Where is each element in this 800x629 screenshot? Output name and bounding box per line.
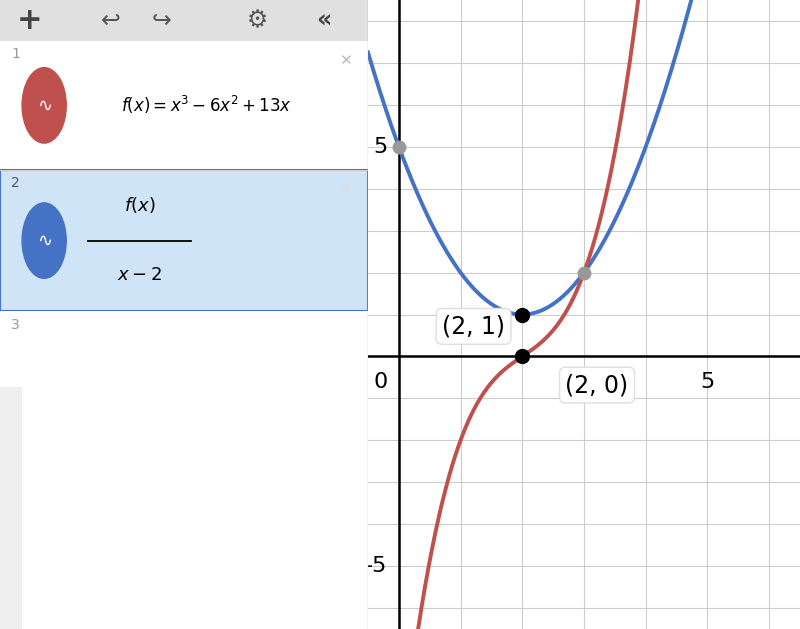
- Text: 0: 0: [374, 372, 388, 392]
- Text: 1: 1: [11, 47, 20, 61]
- FancyBboxPatch shape: [0, 311, 368, 387]
- Text: ✕: ✕: [339, 53, 352, 69]
- Text: ↪: ↪: [152, 8, 172, 33]
- FancyBboxPatch shape: [0, 41, 368, 170]
- Text: ∿: ∿: [37, 231, 52, 250]
- Text: ⚙: ⚙: [247, 8, 268, 33]
- Text: $x - 2$: $x - 2$: [118, 265, 162, 284]
- Circle shape: [22, 203, 66, 278]
- Text: (2, 0): (2, 0): [566, 373, 629, 397]
- FancyBboxPatch shape: [0, 170, 368, 311]
- Text: +: +: [17, 6, 42, 35]
- Circle shape: [22, 67, 66, 143]
- Text: ✕: ✕: [339, 182, 352, 198]
- Text: 2: 2: [11, 176, 20, 190]
- Text: ∿: ∿: [37, 96, 52, 114]
- Text: -5: -5: [366, 556, 388, 576]
- Text: $f(x)$: $f(x)$: [124, 196, 155, 215]
- Text: (2, 1): (2, 1): [442, 314, 505, 338]
- Text: 3: 3: [11, 318, 20, 331]
- FancyBboxPatch shape: [0, 0, 22, 629]
- Text: $f(x) = x^3 - 6x^2 + 13x$: $f(x) = x^3 - 6x^2 + 13x$: [121, 94, 291, 116]
- Text: 5: 5: [700, 372, 714, 392]
- FancyBboxPatch shape: [0, 0, 368, 41]
- Text: 5: 5: [374, 136, 388, 157]
- Text: ↩: ↩: [101, 8, 120, 33]
- Text: «: «: [316, 8, 331, 33]
